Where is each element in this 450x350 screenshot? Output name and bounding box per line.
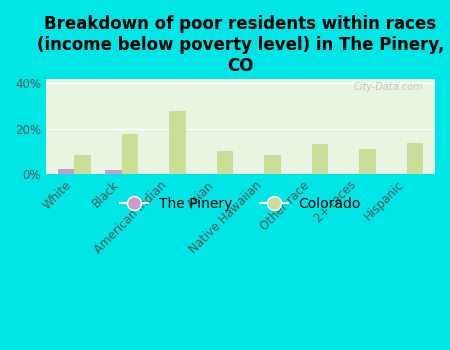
Bar [122,134,139,174]
Bar [169,111,186,174]
Title: Breakdown of poor residents within races
(income below poverty level) in The Pin: Breakdown of poor residents within races… [37,15,444,75]
Bar [359,149,376,174]
Legend: The Pinery, Colorado: The Pinery, Colorado [114,191,367,216]
Text: City-Data.com: City-Data.com [354,82,423,92]
Bar [264,155,281,174]
Bar [105,170,122,174]
Bar [58,169,74,174]
Bar [217,151,233,174]
Bar [74,155,91,174]
Bar [311,145,328,174]
Bar [406,143,423,174]
